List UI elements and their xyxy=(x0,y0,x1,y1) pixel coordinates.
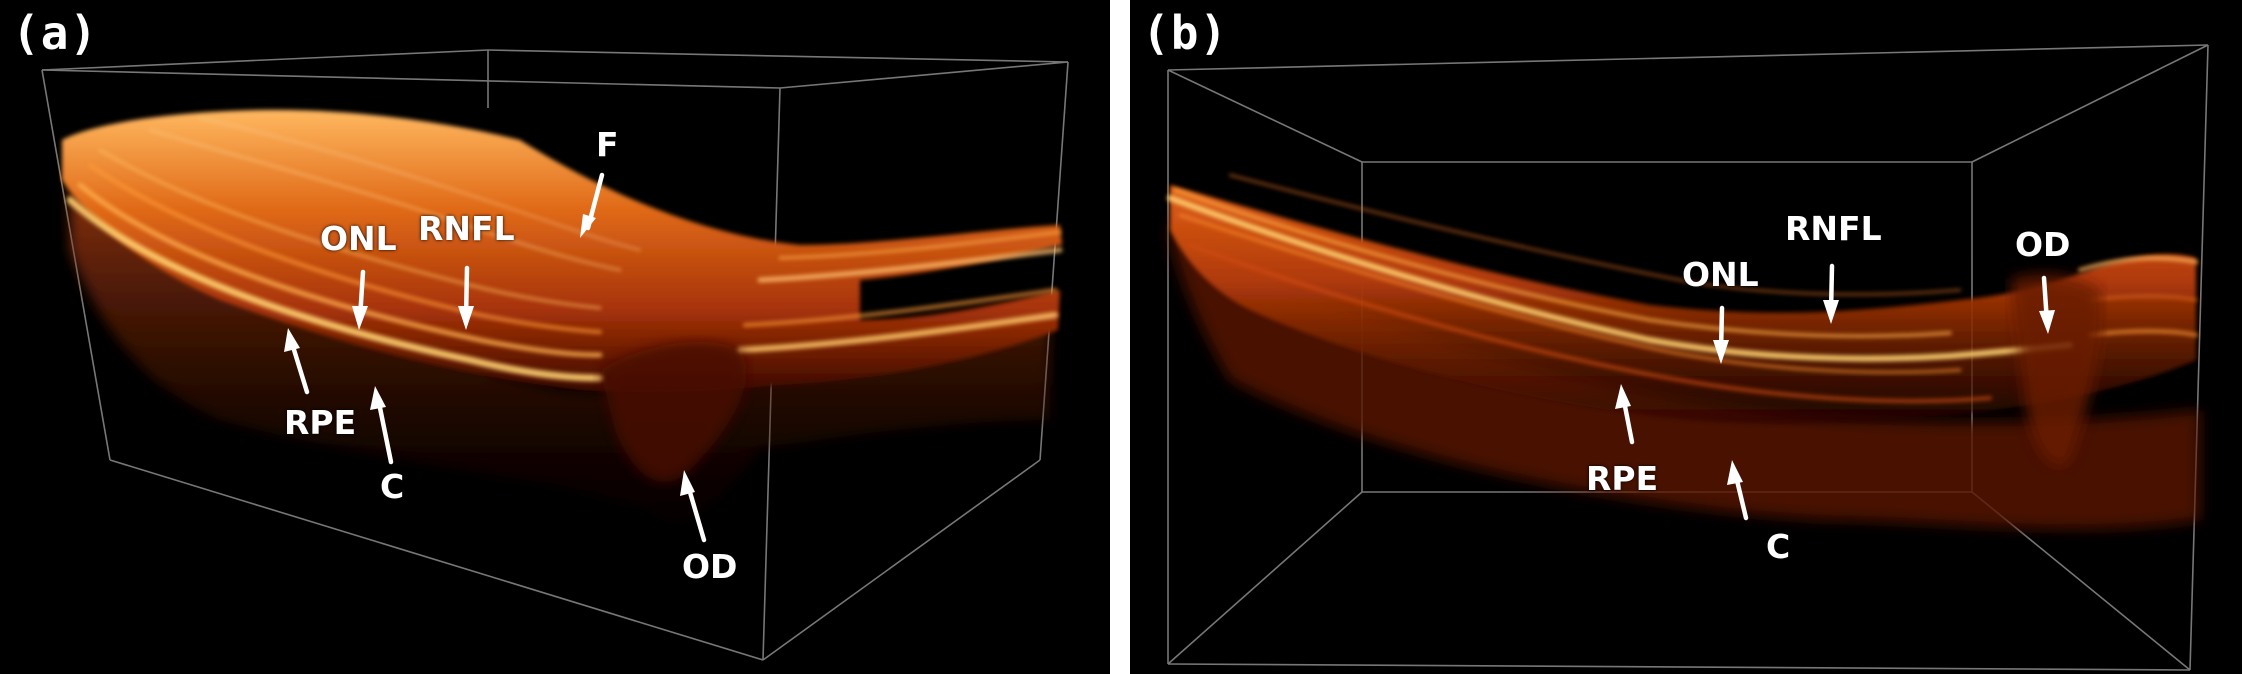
panel-b: (b) RNFL OD ONL RPE C xyxy=(1130,0,2242,674)
panel-b-layer-bands xyxy=(1167,173,2198,404)
panel-a-choroid-haze xyxy=(70,170,1050,526)
label-f: F xyxy=(596,125,619,164)
arrow-onl xyxy=(1713,305,1729,364)
arrow-c xyxy=(1727,460,1749,521)
label-c: C xyxy=(1766,527,1791,566)
panel-b-choroid-haze xyxy=(1170,220,2200,529)
label-onl: ONL xyxy=(1682,255,1759,294)
panel-a-label: (a) xyxy=(12,6,99,60)
label-onl: ONL xyxy=(320,219,397,258)
arrow-rpe xyxy=(284,328,310,395)
panel-a-volume-render xyxy=(41,49,1069,661)
panel-b-retina-surface xyxy=(1170,185,2196,425)
arrow-onl xyxy=(352,269,368,330)
panel-a-layer-bands xyxy=(66,116,1063,382)
panel-b-arrows xyxy=(1615,263,2055,521)
panel-b-optic-disc xyxy=(2010,274,2103,466)
label-c: C xyxy=(380,467,405,506)
label-rpe: RPE xyxy=(284,403,357,442)
panel-b-label: (b) xyxy=(1142,6,1229,60)
arrow-rnfl xyxy=(1823,263,1839,324)
arrow-od xyxy=(2039,275,2055,334)
label-rnfl: RNFL xyxy=(418,209,515,248)
panel-a: (a) F ONL RNFL RPE C OD xyxy=(0,0,1110,674)
arrow-rnfl xyxy=(458,265,474,330)
arrow-od xyxy=(680,470,707,543)
label-rpe: RPE xyxy=(1586,459,1659,498)
arrow-rpe xyxy=(1615,384,1635,445)
panel-a-arrows xyxy=(284,172,707,543)
label-rnfl: RNFL xyxy=(1785,209,1882,248)
arrow-f xyxy=(580,172,605,238)
arrow-c xyxy=(370,386,394,465)
panel-b-volume-render xyxy=(1167,44,2209,671)
panel-b-bounding-box xyxy=(1167,44,2209,671)
label-od: OD xyxy=(2015,225,2071,264)
label-od: OD xyxy=(682,547,738,586)
panel-a-optic-disc xyxy=(600,341,747,483)
